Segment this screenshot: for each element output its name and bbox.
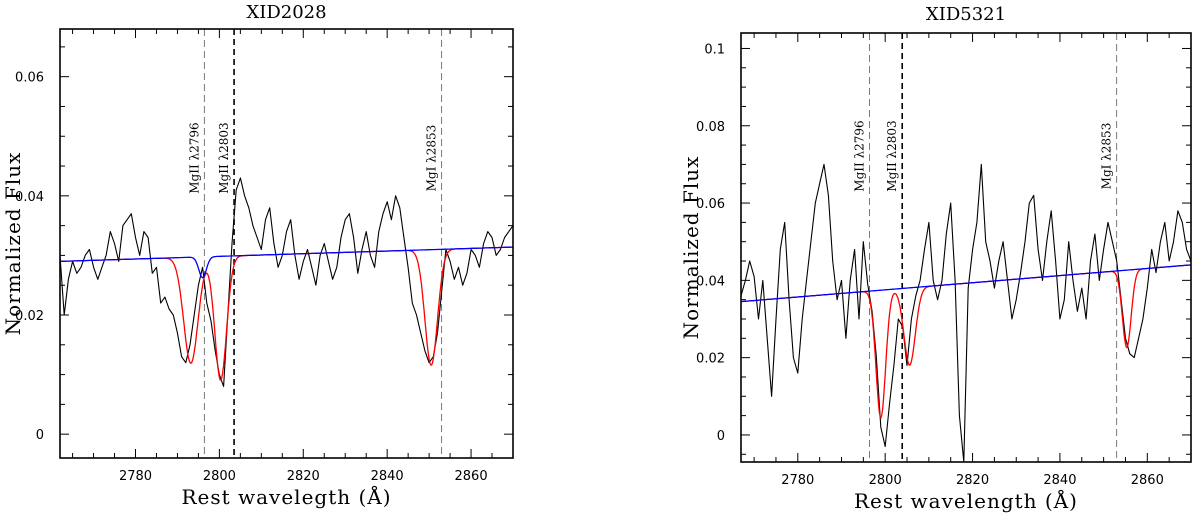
fit-component-series <box>741 264 1191 303</box>
y-tick-label: 0.02 <box>15 309 44 324</box>
x-tick-label: 2780 <box>119 469 152 484</box>
line-marker-label: MgII λ2796 <box>852 120 866 191</box>
spectrum-series <box>741 163 1191 462</box>
panel-xid5321: XID5321 Rest wavelength (Å) Normalized Flu… <box>679 4 1192 513</box>
x-tick-label: 2820 <box>956 473 989 488</box>
x-tick-label: 2860 <box>1131 473 1164 488</box>
y-tick-label: 0.04 <box>15 190 44 205</box>
x-tick-label: 2840 <box>371 469 404 484</box>
spectrum-series <box>60 177 513 388</box>
plot-frame <box>59 28 514 459</box>
y-axis-title: Normalized Flux <box>1 152 25 336</box>
x-tick-label: 2840 <box>1043 473 1076 488</box>
y-tick-label: 0.06 <box>15 71 44 86</box>
y-tick-label: 0 <box>717 429 725 444</box>
x-axis-title: Rest wavelength (Å) <box>854 488 1078 513</box>
x-tick-label: 2820 <box>287 469 320 484</box>
line-marker-label: MgII λ2803 <box>217 122 231 193</box>
x-tick-label: 2800 <box>869 473 902 488</box>
y-tick-label: 0.04 <box>696 274 725 289</box>
y-axis-title: Normalized Flux <box>679 156 703 340</box>
x-tick-label: 2780 <box>781 473 814 488</box>
line-marker-label: MgII λ2796 <box>187 122 201 193</box>
line-marker-label: MgI λ2853 <box>425 125 439 192</box>
plot-area <box>60 29 513 458</box>
plot-frame <box>740 32 1192 463</box>
x-axis-title: Rest wavelegth (Å) <box>181 484 391 509</box>
line-marker-label: MgI λ2853 <box>1100 123 1114 190</box>
y-tick-label: 0.1 <box>704 42 725 57</box>
fit-component-series <box>60 246 513 279</box>
y-tick-label: 0.02 <box>696 352 725 367</box>
chart-title: XID5321 <box>926 4 1006 25</box>
x-tick-label: 2800 <box>203 469 236 484</box>
x-tick-label: 2860 <box>455 469 488 484</box>
line-marker-label: MgII λ2803 <box>885 120 899 191</box>
y-tick-label: 0.06 <box>696 197 725 212</box>
fit-model-series <box>60 246 513 381</box>
chart-title: XID2028 <box>246 2 326 23</box>
panel-xid2028: XID2028 Rest wavelegth (Å) Normalized Flux… <box>1 2 514 509</box>
y-tick-label: 0 <box>36 428 44 443</box>
plot-area <box>741 33 1191 462</box>
y-tick-label: 0.08 <box>696 120 725 135</box>
